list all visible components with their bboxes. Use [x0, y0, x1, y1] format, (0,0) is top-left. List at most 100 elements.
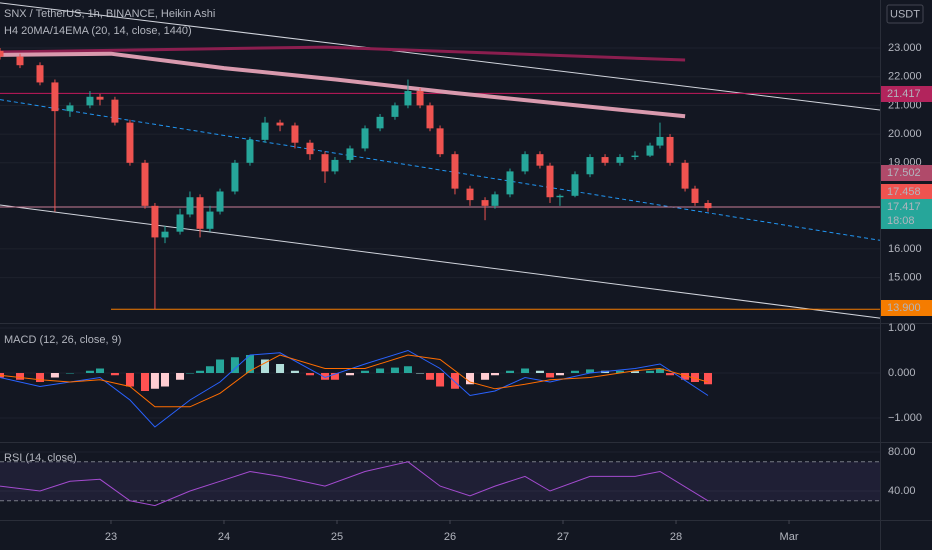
histogram-bar	[230, 357, 239, 374]
candle-body	[451, 154, 459, 189]
candle-body	[691, 188, 699, 203]
x-tick-label: 26	[444, 531, 456, 543]
candle-body	[666, 136, 674, 163]
candle-body	[704, 202, 712, 209]
unit-label: USDT	[890, 8, 920, 20]
y-tick-label: 16.000	[888, 243, 922, 255]
histogram-bar	[245, 355, 254, 374]
macd-title: MACD (12, 26, close, 9)	[4, 334, 121, 346]
candle-body	[231, 162, 239, 192]
histogram-bar	[555, 373, 564, 376]
y-tick-label: 20.000	[888, 128, 922, 140]
candle-body	[141, 162, 149, 206]
price-label: 13.900	[887, 302, 921, 314]
histogram-bar	[276, 364, 285, 374]
histogram-bar	[96, 368, 105, 374]
histogram-bar	[150, 373, 159, 389]
histogram-bar	[36, 373, 45, 383]
candle-body	[376, 116, 384, 129]
x-tick-label: 25	[331, 531, 343, 543]
histogram-bar	[290, 370, 299, 374]
candle-body	[646, 145, 654, 156]
candle-body	[404, 91, 412, 106]
price-label-box	[881, 165, 932, 181]
candle-body	[16, 56, 24, 66]
price-label: 17.417	[887, 201, 921, 213]
histogram-bar	[361, 370, 370, 374]
chart-title: SNX / TetherUS, 1h, BINANCE, Heikin Ashi	[4, 8, 215, 20]
candle-body	[51, 82, 59, 112]
candle-body	[111, 99, 119, 123]
histogram-bar	[376, 368, 385, 374]
candle-body	[346, 148, 354, 160]
candle-body	[321, 154, 329, 172]
moving-average	[0, 51, 686, 119]
histogram-bar	[535, 370, 544, 374]
histogram-bar	[196, 370, 205, 374]
moving-average	[0, 45, 686, 62]
histogram-bar	[646, 370, 655, 374]
candle-body	[466, 188, 474, 201]
histogram-bar	[416, 373, 425, 374]
candle-body	[216, 191, 224, 212]
rsi-band	[0, 461, 880, 501]
candle-body	[196, 197, 204, 229]
histogram-bar	[85, 370, 94, 374]
histogram-bar	[16, 373, 25, 380]
candle-body	[601, 157, 609, 163]
candle-body	[391, 105, 399, 117]
price-label-box	[881, 300, 932, 316]
histogram-bar	[390, 367, 399, 374]
candle-body	[126, 122, 134, 163]
histogram-bar	[345, 373, 354, 376]
y-tick-label: 23.000	[888, 42, 922, 54]
candle-body	[571, 174, 579, 196]
histogram-bar	[65, 373, 74, 374]
histogram-bar	[216, 359, 225, 374]
histogram-bar	[681, 373, 690, 380]
candle-body	[546, 165, 554, 198]
histogram-bar	[125, 373, 134, 387]
drawing-line	[0, 99, 881, 241]
candle-body	[331, 159, 339, 172]
candle-body	[631, 155, 639, 158]
candle-body	[616, 157, 624, 163]
price-label: 17.502	[887, 167, 921, 179]
candle-body	[481, 200, 489, 206]
histogram-bar	[140, 373, 149, 392]
candle-body	[161, 231, 169, 238]
candle-body	[66, 105, 74, 112]
countdown-label: 18:08	[887, 215, 915, 227]
histogram-bar	[586, 369, 595, 374]
candle-body	[586, 157, 594, 175]
drawing-line	[0, 204, 881, 319]
histogram-bar	[261, 359, 270, 374]
candle-body	[506, 171, 514, 195]
histogram-bar	[546, 373, 555, 378]
y-tick-label: 40.00	[888, 485, 916, 497]
histogram-bar	[691, 373, 700, 383]
indicator-label: H4 20MA/14EMA (20, 14, close, 1440)	[4, 25, 192, 37]
candle-body	[536, 154, 544, 166]
histogram-bar	[481, 373, 490, 380]
x-tick-label: Mar	[780, 531, 799, 543]
histogram-bar	[666, 373, 675, 376]
histogram-bar	[436, 373, 445, 387]
candle-body	[306, 142, 314, 155]
histogram-bar	[160, 373, 169, 387]
price-label: 17.458	[887, 186, 921, 198]
candle-body	[521, 154, 529, 172]
y-tick-label: −1.000	[888, 412, 922, 424]
candle-body	[681, 162, 689, 189]
histogram-bar	[521, 368, 530, 374]
x-tick-label: 24	[218, 531, 230, 543]
macd-line	[0, 354, 709, 408]
price-label-box	[881, 184, 932, 200]
price-label-box	[881, 86, 932, 102]
histogram-bar	[176, 373, 185, 380]
candle-body	[436, 128, 444, 155]
y-tick-label: 80.00	[888, 446, 916, 458]
histogram-bar	[205, 366, 214, 374]
histogram-bar	[490, 373, 499, 376]
candle-body	[416, 91, 424, 106]
